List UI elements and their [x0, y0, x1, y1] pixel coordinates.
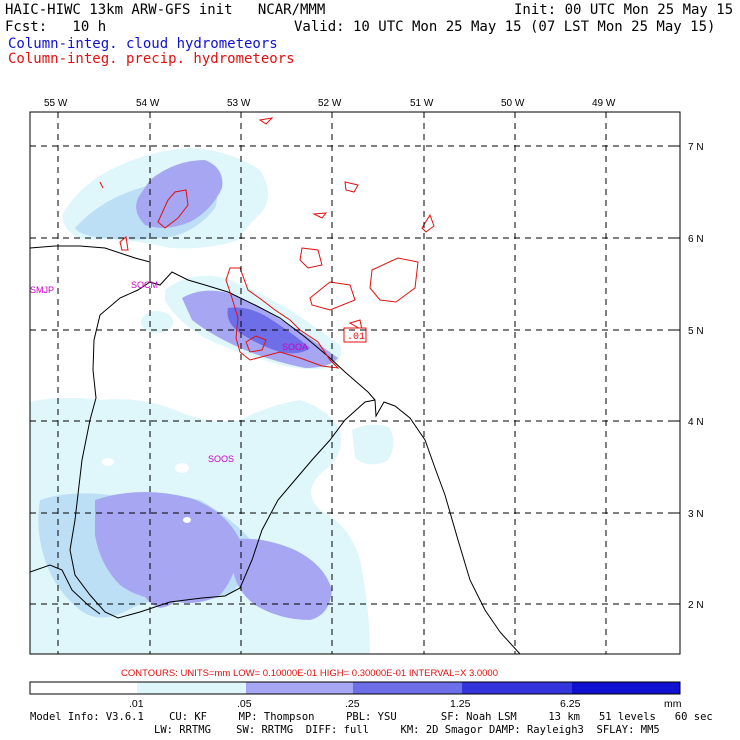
station-sooa: SOOA	[282, 342, 308, 352]
contour-label-box: .01	[343, 327, 367, 343]
model-info-line1: Model Info: V3.6.1 CU: KF MP: Thompson P…	[30, 711, 713, 723]
cloud-legend-label: Column-integ. cloud hydrometeors	[8, 36, 278, 52]
plot-title: HAIC-HIWC 13km ARW-GFS init NCAR/MMM	[5, 2, 326, 18]
station-soos: SOOS	[208, 454, 234, 464]
lat-label: 3 N	[688, 509, 704, 520]
colorbar-unit: mm	[664, 698, 682, 710]
colorbar-tick: 6.25	[560, 698, 581, 710]
colorbar-tick: 1.25	[450, 698, 471, 710]
colorbar	[29, 681, 681, 695]
lon-label: 49 W	[592, 98, 616, 109]
lat-label: 7 N	[688, 142, 704, 153]
coastlines	[30, 245, 521, 654]
axis-ticks	[57, 112, 680, 605]
model-info-line2: LW: RRTMG SW: RRTMG DIFF: full KM: 2D Sm…	[154, 724, 660, 736]
lat-label: 2 N	[688, 600, 704, 611]
map-frame	[29, 111, 681, 655]
init-time: Init: 00 UTC Mon 25 May 15	[514, 2, 734, 18]
lat-label: 6 N	[688, 234, 704, 245]
contours-info: CONTOURS: UNITS=mm LOW= 0.10000E-01 HIGH…	[121, 668, 498, 679]
colorbar-tick: .05	[237, 698, 252, 710]
colorbar-ticks: .01 .05 .25 1.25 6.25 mm	[129, 698, 682, 710]
contour-label: .01	[347, 332, 365, 343]
colorbar-tick: .25	[345, 698, 360, 710]
lon-label: 54 W	[136, 98, 160, 109]
clear-patches	[102, 458, 191, 523]
forecast-hour: Fcst: 10 h	[5, 19, 107, 35]
lat-label: 4 N	[688, 417, 704, 428]
cloud-field-core	[227, 307, 310, 354]
lat-labels: 7 N 6 N 5 N 4 N 3 N 2 N	[688, 142, 704, 611]
lat-label: 5 N	[688, 326, 704, 337]
station-socm: SOCM	[131, 280, 158, 290]
map-area: .01 SMJP SOCM SOOA SOOS	[30, 112, 680, 654]
stations: SMJP SOCM SOOA SOOS	[30, 280, 308, 464]
colorbar-tick: .01	[129, 698, 144, 710]
latlon-grid	[30, 112, 680, 654]
lon-label: 52 W	[318, 98, 342, 109]
valid-time: Valid: 10 UTC Mon 25 May 15 (07 LST Mon …	[294, 19, 716, 35]
lon-label: 55 W	[44, 98, 68, 109]
lon-label: 51 W	[410, 98, 434, 109]
precip-legend-label: Column-integ. precip. hydrometeors	[8, 51, 295, 67]
precip-contours	[99, 117, 435, 369]
lon-label: 53 W	[227, 98, 251, 109]
station-smjp: SMJP	[30, 285, 54, 295]
lon-label: 50 W	[501, 98, 525, 109]
lon-labels: 55 W 54 W 53 W 52 W 51 W 50 W 49 W	[44, 98, 616, 109]
